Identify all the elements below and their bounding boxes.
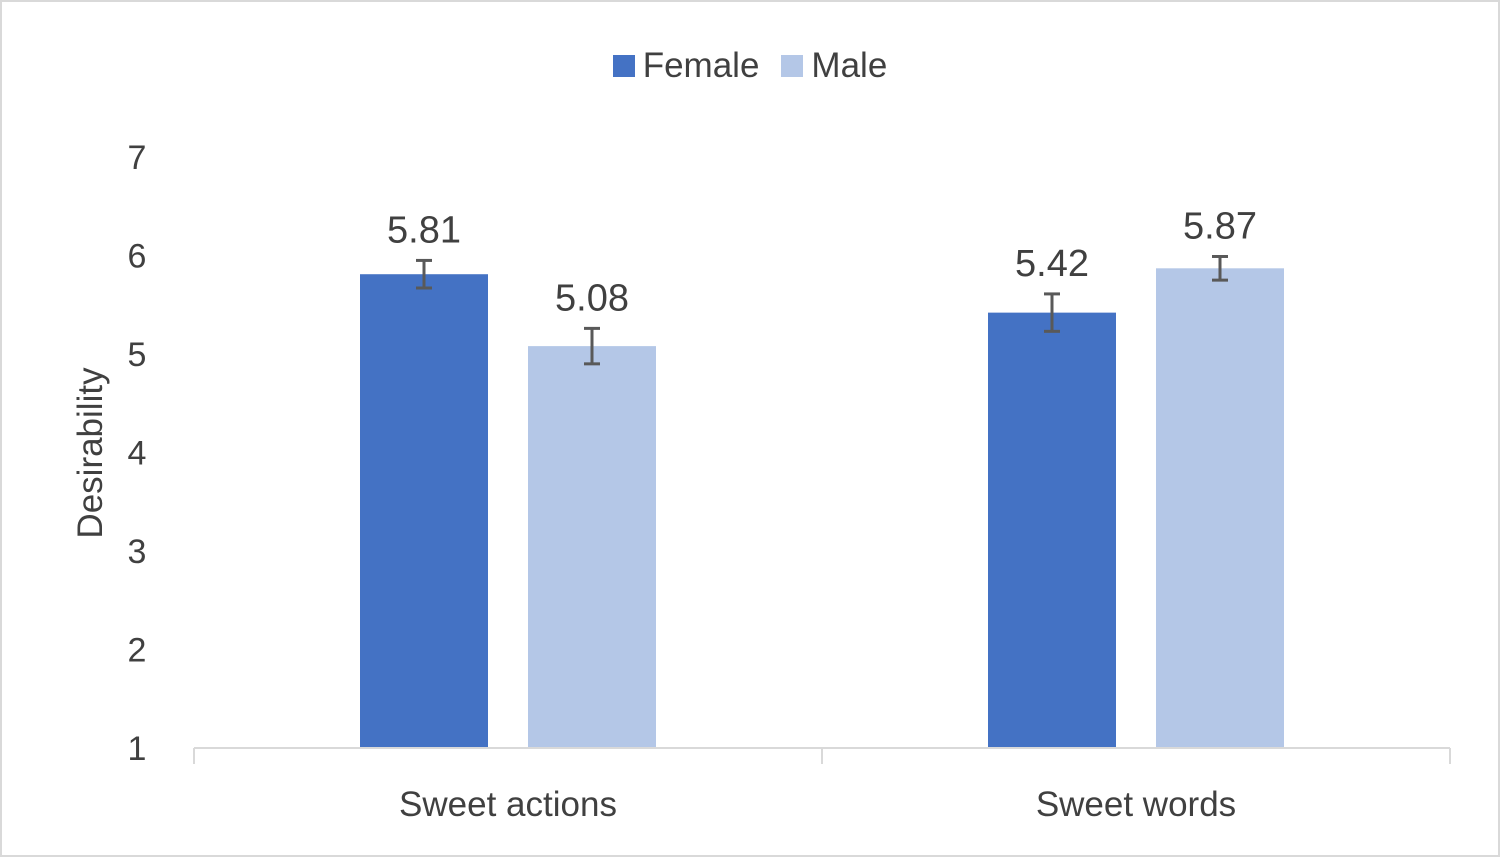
legend-item-female: Female bbox=[612, 46, 760, 86]
y-tick-label: 4 bbox=[128, 435, 147, 473]
data-label: 5.81 bbox=[387, 209, 461, 251]
bar-female bbox=[360, 274, 488, 748]
data-label: 5.87 bbox=[1183, 205, 1257, 247]
legend-label-female: Female bbox=[642, 46, 760, 85]
x-axis: Sweet actions Sweet words bbox=[193, 747, 1451, 824]
legend-label-male: Male bbox=[811, 46, 888, 85]
y-tick-label: 3 bbox=[128, 533, 147, 571]
legend-swatch-male bbox=[781, 55, 804, 77]
y-axis-title: Desirability bbox=[71, 367, 110, 539]
legend: Female Male bbox=[0, 46, 1500, 86]
x-tick-label: Sweet words bbox=[1036, 785, 1236, 824]
y-tick-label: 7 bbox=[128, 139, 147, 177]
y-tick-label: 5 bbox=[128, 336, 147, 374]
x-tick-label: Sweet actions bbox=[399, 785, 617, 824]
bar-male bbox=[1156, 268, 1284, 748]
legend-swatch-female bbox=[612, 55, 635, 77]
y-tick-label: 1 bbox=[128, 730, 147, 768]
bar-male bbox=[528, 346, 656, 748]
legend-item-male: Male bbox=[781, 46, 887, 86]
data-label: 5.42 bbox=[1015, 243, 1089, 285]
bars: 5.81 5.08 5.42 5.87 bbox=[360, 205, 1284, 748]
y-tick-label: 2 bbox=[128, 632, 147, 670]
y-tick-label: 6 bbox=[128, 238, 147, 276]
bar-female bbox=[988, 312, 1116, 748]
y-axis: 1 2 3 4 5 6 7 bbox=[128, 139, 147, 768]
data-label: 5.08 bbox=[555, 277, 629, 319]
